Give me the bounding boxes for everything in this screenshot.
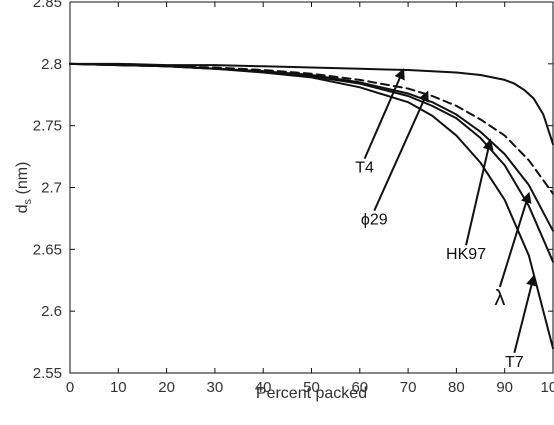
x-tick-label-10: 10	[110, 379, 127, 396]
annotation-label-3: HK97	[446, 246, 486, 263]
annotation-arrow-5	[513, 274, 537, 354]
x-tick-label-30: 30	[207, 379, 224, 396]
x-tick-label-40: 40	[255, 379, 272, 396]
y-tick-label-2.75: 2.75	[33, 118, 62, 135]
label-layer: 0 10 20 30 40 50 60 70 80 90 100 2.55 2.6 2.65 2.7 2.75…	[14, 0, 554, 402]
series-line-1	[69, 62, 554, 146]
y-axis-label-unit: (nm)	[14, 162, 31, 199]
x-tick-label-70: 70	[400, 379, 417, 396]
y-tick-label-2.6: 2.6	[41, 303, 62, 320]
x-tick-label-0: 0	[66, 379, 74, 396]
series-line-5	[69, 62, 554, 350]
annotation-arrow-1	[363, 68, 405, 160]
y-tick-label-2.85: 2.85	[33, 0, 62, 11]
y-axis-label-main: d	[14, 204, 31, 213]
y-tick-label-2.7: 2.7	[41, 180, 62, 197]
y-tick-label-2.55: 2.55	[33, 365, 62, 382]
x-axis-label: Percent packed	[256, 385, 367, 402]
x-tick-label-50: 50	[303, 379, 320, 396]
y-tick-label-2.8: 2.8	[41, 56, 62, 73]
y-axis-label-subscript: s	[22, 198, 34, 204]
annotation-arrow-2	[373, 90, 429, 212]
y-axis-label: ds (nm)	[14, 162, 34, 214]
annotation-arrow-4	[498, 191, 532, 288]
x-tick-label-100: 100	[540, 379, 554, 396]
x-tick-label-60: 60	[351, 379, 368, 396]
annotation-label-1: T4	[355, 160, 374, 177]
y-tick-label-2.65: 2.65	[33, 241, 62, 258]
annotation-label-2: ϕ29	[361, 212, 388, 229]
axes-layer	[69, 1, 554, 374]
x-tick-label-20: 20	[158, 379, 175, 396]
annotation-label-5: T7	[505, 354, 524, 371]
x-tick-label-90: 90	[496, 379, 513, 396]
annotation-label-4: λ	[494, 285, 505, 310]
annotation-arrow-3	[465, 138, 494, 246]
x-tick-label-80: 80	[448, 379, 465, 396]
plot-layer	[69, 62, 554, 354]
